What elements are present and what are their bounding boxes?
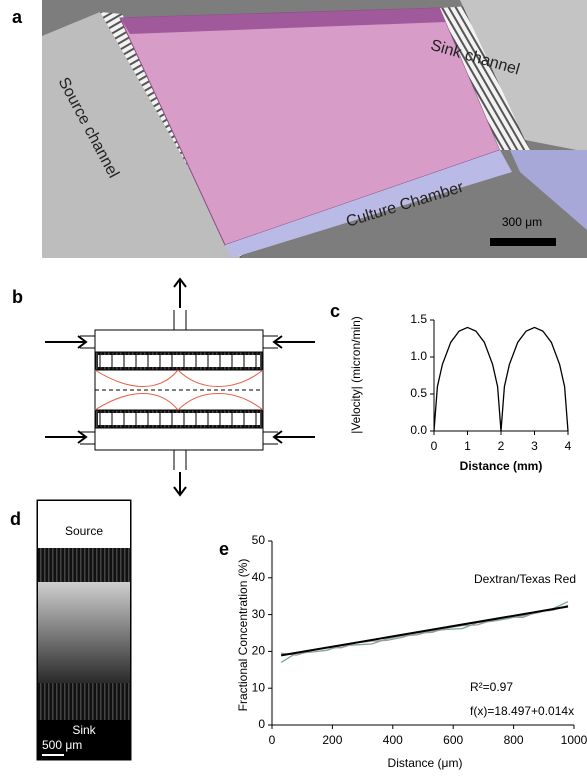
panel-d: d Source Sink 500 μm (10, 499, 132, 761)
y-tick-label: 1.0 (410, 349, 427, 363)
y-axis-title: Fractional Concentration (%) (236, 559, 250, 712)
y-tick-label: 0.5 (410, 386, 427, 400)
x-tick-label: 400 (383, 733, 403, 747)
x-axis-title: Distance (μm) (388, 756, 463, 770)
x-tick-label: 1 (464, 439, 471, 453)
source-channel (42, 12, 240, 258)
chamber-wall (120, 8, 446, 34)
posts (99, 352, 257, 428)
annotation: R²=0.97 (470, 680, 513, 694)
x-tick-label: 2 (498, 439, 505, 453)
sink-label: Sink (72, 723, 96, 737)
posts-region (38, 683, 130, 720)
panel-a: a Sink channel Source channel Culture Ch… (12, 0, 587, 258)
x-tick-label: 800 (504, 733, 524, 747)
panel-b: b (12, 277, 315, 497)
flow-lines (94, 369, 264, 411)
chart-e: e Dextran/Texas Red Fractional Concentra… (219, 539, 576, 770)
data-line (433, 326, 569, 432)
x-tick-label: 0 (269, 733, 276, 747)
chart-c: c |Velocity| (micron/min) Distance (mm) (330, 301, 542, 473)
x-tick-label: 600 (443, 733, 463, 747)
y-axis-title: |Velocity| (micron/min) (349, 316, 363, 434)
scale-bar (490, 238, 556, 246)
ridges (440, 6, 530, 150)
y-tick-label: 10 (252, 680, 266, 694)
panel-label: b (12, 287, 23, 307)
annotation: f(x)=18.497+0.014x (470, 704, 574, 718)
x-tick-label: 1000 (561, 733, 587, 747)
post-gaps (98, 413, 260, 425)
scale-bar-label: 300 μm (502, 215, 542, 229)
x-axis-title: Distance (mm) (460, 459, 543, 473)
x-tick-label: 0 (431, 439, 438, 453)
posts-region (38, 548, 130, 582)
sink-front (510, 150, 587, 230)
sink-channel (460, 0, 587, 152)
ports (80, 310, 278, 470)
y-tick-label: 1.5 (410, 312, 427, 326)
panel-label: a (12, 7, 23, 27)
panel-label: c (330, 301, 340, 321)
post-gaps (98, 355, 260, 367)
y-tick-label: 0.0 (410, 423, 427, 437)
data-line (280, 605, 569, 657)
scale-bar-label: 500 μm (42, 738, 82, 752)
gradient-region (38, 582, 130, 683)
panel-label: e (219, 539, 229, 559)
source-label: Source (65, 524, 103, 538)
x-tick-label: 3 (531, 439, 538, 453)
y-tick-label: 20 (252, 644, 266, 658)
y-tick-label: 0 (258, 717, 265, 731)
chart-title: Dextran/Texas Red (474, 572, 576, 586)
source-region (38, 501, 130, 548)
chamber-front (225, 150, 512, 258)
y-tick-label: 30 (252, 607, 266, 621)
arrows (45, 277, 315, 497)
x-tick-label: 200 (322, 733, 342, 747)
panel-label: d (10, 509, 21, 529)
y-tick-label: 50 (252, 533, 266, 547)
y-tick-label: 40 (252, 570, 266, 584)
x-tick-label: 4 (565, 439, 572, 453)
